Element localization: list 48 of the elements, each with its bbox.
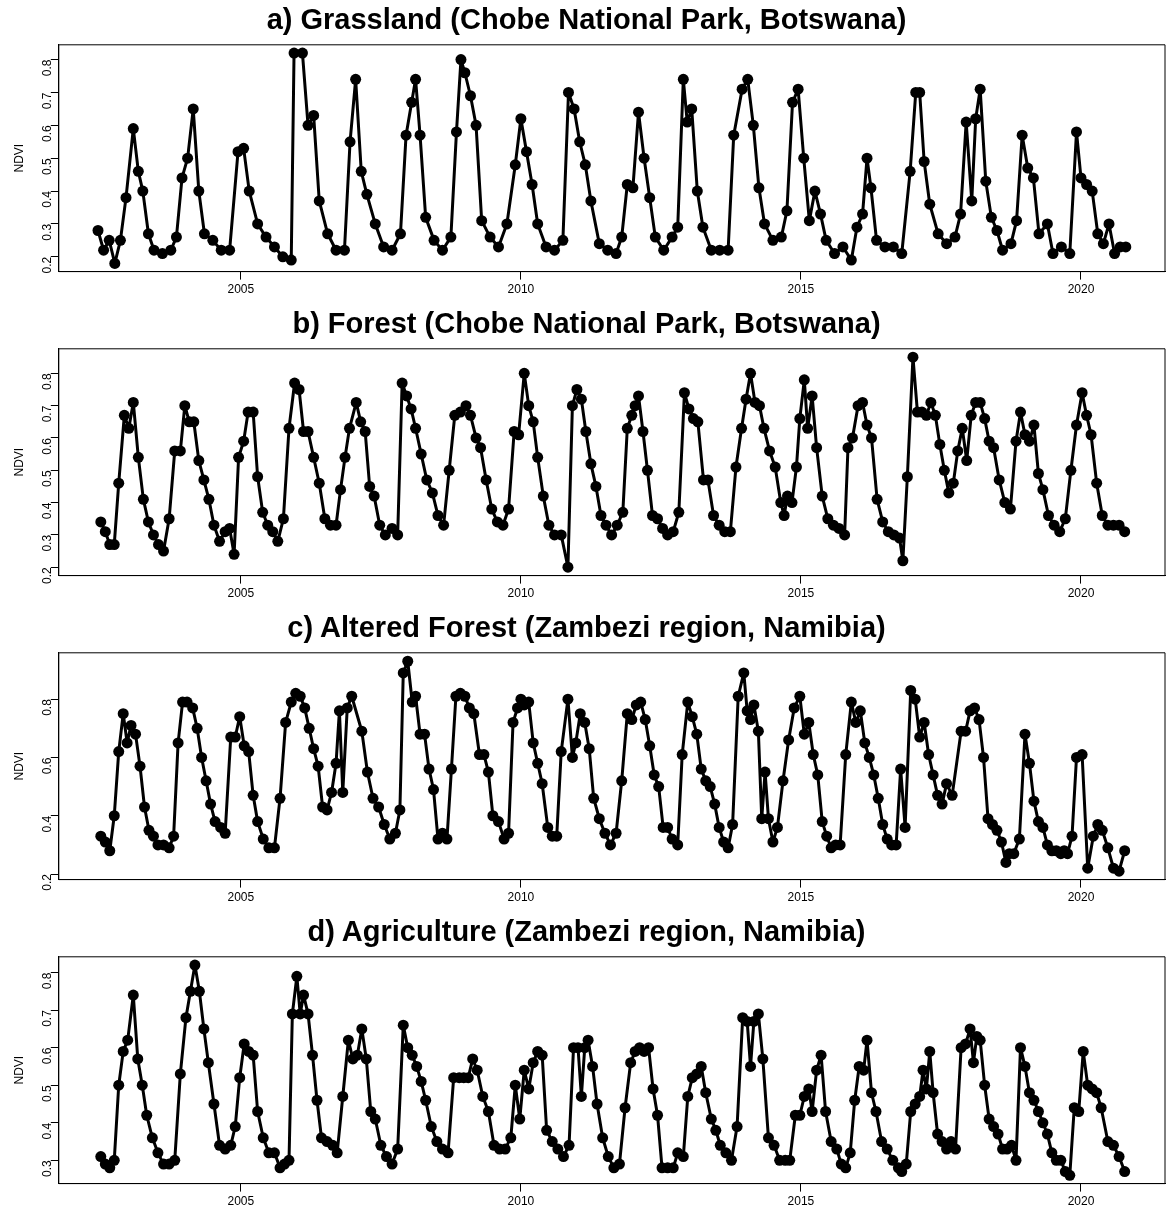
y-tick-label: 0.4 bbox=[40, 1122, 55, 1140]
y-tick-label: 0.4 bbox=[40, 502, 55, 520]
y-tick-label: 0.8 bbox=[40, 698, 55, 716]
x-tick-label: 2005 bbox=[227, 1194, 255, 1209]
y-tick-label: 0.3 bbox=[40, 223, 55, 241]
y-tick-label: 0.7 bbox=[40, 92, 55, 110]
x-tick-label: 2020 bbox=[1067, 890, 1095, 905]
y-axis-title: NDVI bbox=[11, 447, 26, 477]
x-tick-label: 2005 bbox=[227, 282, 255, 297]
y-tick-label: 0.3 bbox=[40, 534, 55, 552]
y-tick-label: 0.4 bbox=[40, 190, 55, 208]
x-tick-label: 2010 bbox=[507, 282, 535, 297]
x-tick-label: 2015 bbox=[787, 890, 815, 905]
y-tick-label: 0.2 bbox=[40, 566, 55, 584]
x-tick-label: 2010 bbox=[507, 1194, 535, 1209]
y-tick-label: 0.2 bbox=[40, 873, 55, 891]
y-tick-label: 0.5 bbox=[40, 157, 55, 175]
x-tick-label: 2020 bbox=[1067, 1194, 1095, 1209]
y-tick-label: 0.4 bbox=[40, 815, 55, 833]
chart-title: d) Agriculture (Zambezi region, Namibia) bbox=[307, 915, 866, 948]
chart-title: a) Grassland (Chobe National Park, Botswana) bbox=[266, 3, 907, 36]
y-tick-label: 0.2 bbox=[40, 256, 55, 274]
x-tick-label: 2015 bbox=[787, 1194, 815, 1209]
y-tick-label: 0.8 bbox=[40, 373, 55, 391]
x-tick-label: 2020 bbox=[1067, 586, 1095, 601]
chart-title: b) Forest (Chobe National Park, Botswana) bbox=[292, 307, 881, 340]
y-tick-label: 0.6 bbox=[40, 757, 55, 775]
y-tick-label: 0.6 bbox=[40, 1047, 55, 1065]
y-axis-title: NDVI bbox=[11, 143, 26, 173]
x-tick-label: 2005 bbox=[227, 890, 255, 905]
x-tick-label: 2010 bbox=[507, 586, 535, 601]
y-tick-label: 0.6 bbox=[40, 437, 55, 455]
x-tick-label: 2015 bbox=[787, 282, 815, 297]
y-axis-title: NDVI bbox=[11, 751, 26, 781]
y-tick-label: 0.5 bbox=[40, 1084, 55, 1102]
y-tick-label: 0.7 bbox=[40, 1009, 55, 1027]
y-tick-label: 0.3 bbox=[40, 1160, 55, 1178]
x-tick-label: 2020 bbox=[1067, 282, 1095, 297]
chart-title: c) Altered Forest (Zambezi region, Namibia) bbox=[287, 611, 886, 644]
y-tick-label: 0.5 bbox=[40, 469, 55, 487]
x-tick-label: 2015 bbox=[787, 586, 815, 601]
y-tick-label: 0.8 bbox=[40, 972, 55, 990]
x-tick-label: 2010 bbox=[507, 890, 535, 905]
y-tick-label: 0.6 bbox=[40, 125, 55, 143]
y-tick-label: 0.7 bbox=[40, 405, 55, 423]
y-tick-label: 0.8 bbox=[40, 59, 55, 77]
x-tick-label: 2005 bbox=[227, 586, 255, 601]
y-axis-title: NDVI bbox=[11, 1055, 26, 1085]
